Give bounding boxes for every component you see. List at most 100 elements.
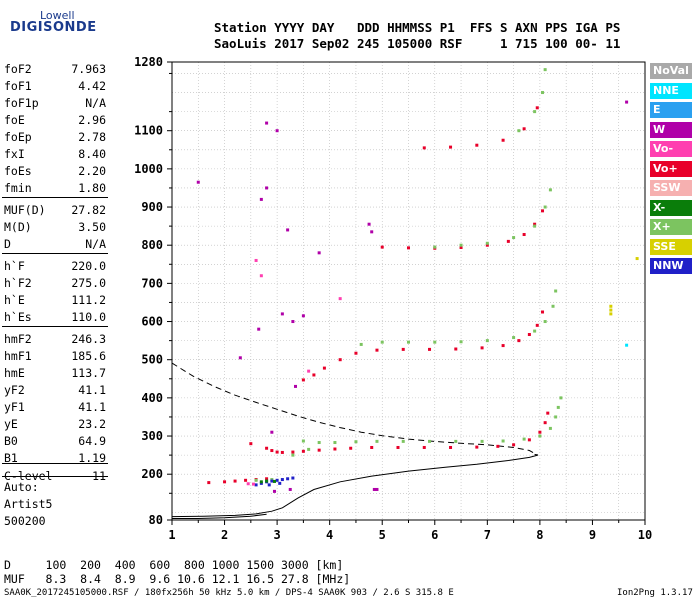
param-row: fxI 8.40	[4, 147, 106, 164]
y-tick-label: 1100	[134, 124, 163, 138]
echo-point	[259, 480, 263, 484]
x-tick-label: 5	[379, 528, 386, 542]
echo-point	[428, 347, 432, 351]
echo-point	[301, 378, 305, 382]
echo-point	[501, 439, 505, 443]
echo-point	[291, 476, 295, 480]
param-name: hmE	[4, 366, 25, 380]
y-tick-label: 1280	[134, 55, 163, 69]
echo-point	[635, 257, 639, 261]
param-name: h`F	[4, 259, 25, 273]
echo-point	[338, 297, 342, 301]
param-name: fmin	[4, 181, 32, 195]
param-row: hmE 113.7	[4, 366, 106, 383]
echo-point	[249, 442, 253, 446]
header-line-2: SaoLuis 2017 Sep02 245 105000 RSF 1 715 …	[214, 36, 621, 51]
param-value: 23.2	[78, 417, 106, 431]
param-name: yE	[4, 417, 18, 431]
series-vo-	[207, 106, 550, 485]
param-value: 2.20	[78, 164, 106, 178]
legend-item: X-	[650, 199, 692, 216]
chart-grid	[171, 62, 646, 520]
echo-point	[380, 245, 384, 249]
echo-point	[275, 478, 279, 482]
param-name: foF1p	[4, 96, 39, 110]
echo-point	[301, 439, 305, 443]
panel-separator	[2, 463, 108, 464]
param-value: 27.82	[71, 203, 106, 217]
echo-point	[265, 121, 269, 125]
echo-point	[485, 339, 489, 343]
echo-point	[265, 479, 269, 483]
y-tick-label: 500	[141, 353, 163, 367]
echo-point	[317, 251, 321, 255]
param-name: yF1	[4, 400, 25, 414]
param-value: N/A	[85, 96, 106, 110]
y-tick-label: 1000	[134, 162, 163, 176]
profile-line-true-height-profile	[171, 362, 539, 456]
echo-point	[548, 426, 552, 430]
echo-point	[501, 138, 505, 142]
echo-point	[422, 445, 426, 449]
echo-point	[535, 323, 539, 327]
legend-item: X+	[650, 219, 692, 235]
y-tick-label: 80	[149, 513, 163, 527]
panel-separator	[2, 197, 108, 198]
echo-point	[480, 346, 484, 350]
echo-point	[506, 239, 510, 243]
echo-point	[407, 246, 410, 250]
echo-point	[270, 430, 274, 434]
param-value: 110.0	[71, 310, 106, 324]
echo-point	[454, 439, 458, 443]
param-row: foEs 2.20	[4, 164, 106, 181]
echo-point	[533, 222, 537, 226]
y-tick-label: 300	[141, 429, 163, 443]
echo-point	[512, 336, 516, 340]
param-row: M(D) 3.50	[4, 220, 106, 237]
series-sse	[609, 257, 639, 316]
echo-point	[278, 481, 282, 485]
param-name: hmF2	[4, 332, 32, 346]
param-name: foF2	[4, 62, 32, 76]
echo-point	[254, 258, 258, 262]
param-row: MUF(D) 27.82	[4, 203, 106, 220]
param-name: fxI	[4, 147, 25, 161]
echo-point	[251, 482, 255, 486]
param-name: foF1	[4, 79, 32, 93]
echo-point	[475, 445, 479, 449]
echo-point	[259, 481, 263, 485]
echo-point	[265, 477, 269, 481]
echo-point	[480, 439, 484, 443]
echo-point	[367, 222, 371, 226]
echo-point	[238, 356, 242, 360]
echo-point	[554, 415, 558, 419]
legend-item: NNE	[650, 82, 692, 99]
logo-digisonde: DIGISONDE	[10, 20, 97, 35]
echo-point	[533, 329, 537, 333]
y-tick-label: 200	[141, 467, 163, 481]
x-tick-label: 3	[273, 528, 280, 542]
echo-point	[401, 439, 405, 443]
profile-line-virtual-height-fit-base	[172, 513, 267, 519]
panel-separator	[2, 326, 108, 327]
echo-point	[338, 358, 342, 362]
param-value: 7.963	[71, 62, 106, 76]
series-x-	[259, 479, 276, 484]
param-row: h`E 111.2	[4, 293, 106, 310]
footer-info: SAA0K_2017245105000.RSF / 180fx256h 50 k…	[4, 588, 454, 598]
param-name: hmF1	[4, 349, 32, 363]
echo-point	[522, 127, 526, 131]
echo-point	[291, 320, 295, 324]
echo-point	[459, 243, 463, 247]
param-row: foF1 4.42	[4, 79, 106, 96]
echo-point	[280, 450, 284, 454]
legend-item: W	[650, 121, 692, 138]
param-value: 4.42	[78, 79, 106, 93]
echo-point	[535, 106, 539, 110]
param-value: 3.50	[78, 220, 106, 234]
param-row: h`F2 275.0	[4, 276, 106, 293]
echo-point	[322, 366, 326, 370]
echo-point	[428, 439, 432, 443]
y-tick-label: 800	[141, 238, 163, 252]
